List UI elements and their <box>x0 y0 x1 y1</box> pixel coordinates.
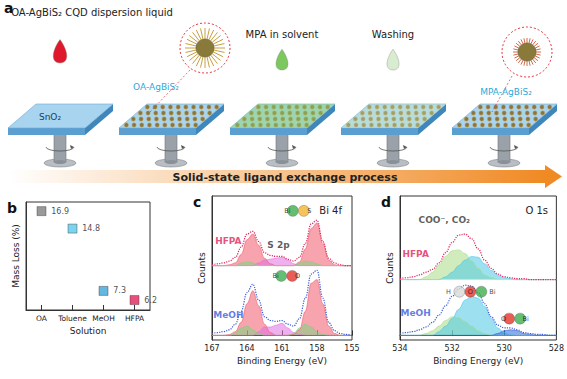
svg-text:S: S <box>307 207 311 215</box>
svg-text:164: 164 <box>239 344 254 353</box>
svg-text:b: b <box>7 200 17 216</box>
svg-text:HFPA: HFPA <box>402 249 428 259</box>
svg-text:Toluene: Toluene <box>57 314 87 323</box>
svg-text:Binding Energy (eV): Binding Energy (eV) <box>237 356 327 366</box>
svg-text:167: 167 <box>204 344 219 353</box>
svg-text:Bi: Bi <box>284 207 290 215</box>
svg-text:Mass Loss (%): Mass Loss (%) <box>11 224 21 288</box>
svg-text:OA-AgBiS₂ CQD dispersion liqui: OA-AgBiS₂ CQD dispersion liquid <box>11 7 173 18</box>
svg-text:7.3: 7.3 <box>113 286 126 295</box>
svg-text:532: 532 <box>444 344 459 353</box>
svg-text:Counts: Counts <box>197 252 207 284</box>
svg-text:Bi: Bi <box>489 288 495 296</box>
svg-text:MeOH: MeOH <box>92 314 115 323</box>
svg-text:OA: OA <box>36 314 48 323</box>
svg-text:155: 155 <box>344 344 359 353</box>
svg-text:Solution: Solution <box>70 326 107 336</box>
svg-text:O: O <box>468 288 473 296</box>
svg-text:OA-AgBiS₂: OA-AgBiS₂ <box>133 82 179 92</box>
svg-text:d: d <box>381 194 391 210</box>
svg-text:COO⁻, CO₂: COO⁻, CO₂ <box>419 215 470 225</box>
svg-text:HFPA: HFPA <box>215 236 241 246</box>
svg-text:14.8: 14.8 <box>82 224 100 233</box>
svg-text:Bi 4f: Bi 4f <box>319 205 342 216</box>
svg-text:a: a <box>4 0 14 16</box>
svg-text:MeOH: MeOH <box>401 308 431 318</box>
svg-text:c: c <box>193 194 201 210</box>
svg-text:Counts: Counts <box>385 252 395 284</box>
svg-text:SnO₂: SnO₂ <box>39 112 62 122</box>
svg-text:Washing: Washing <box>372 29 414 40</box>
svg-text:530: 530 <box>497 344 512 353</box>
svg-text:O: O <box>295 272 300 280</box>
svg-text:Solid-state ligand exchange pr: Solid-state ligand exchange process <box>173 171 398 184</box>
svg-text:MPA in solvent: MPA in solvent <box>246 29 319 40</box>
svg-text:158: 158 <box>309 344 324 353</box>
svg-text:6.2: 6.2 <box>144 296 157 305</box>
svg-text:H: H <box>446 288 451 296</box>
svg-text:528: 528 <box>549 344 564 353</box>
svg-text:S 2p: S 2p <box>267 240 290 250</box>
svg-text:Binding Energy (eV): Binding Energy (eV) <box>433 356 523 366</box>
svg-text:MPA-AgBiS₂: MPA-AgBiS₂ <box>480 87 532 97</box>
svg-text:O: O <box>501 315 506 323</box>
svg-text:O 1s: O 1s <box>525 205 548 216</box>
svg-text:161: 161 <box>274 344 289 353</box>
svg-text:MeOH: MeOH <box>213 310 243 320</box>
svg-text:16.9: 16.9 <box>51 207 69 216</box>
svg-text:HFPA: HFPA <box>125 314 145 323</box>
svg-text:Bi: Bi <box>273 272 279 280</box>
svg-text:Bi: Bi <box>523 315 529 323</box>
svg-text:534: 534 <box>392 344 407 353</box>
